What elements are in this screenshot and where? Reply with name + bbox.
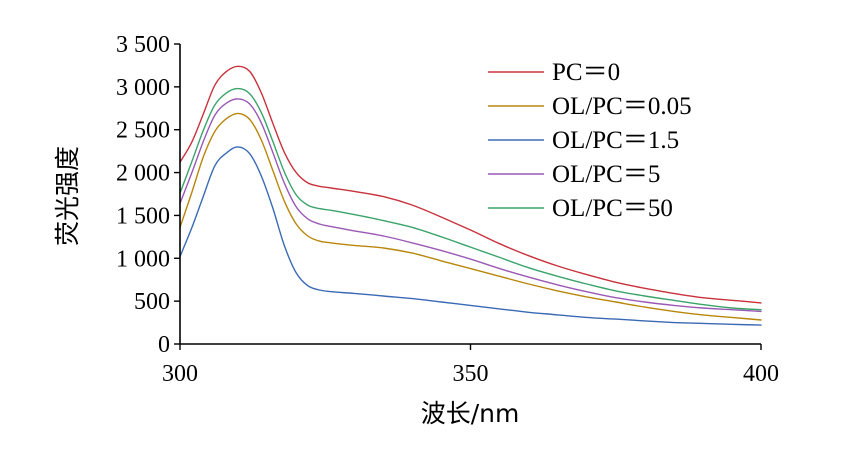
- x-tick-label: 300: [162, 361, 198, 387]
- series-line-4: [179, 87, 762, 311]
- y-tick-label: 500: [134, 289, 170, 315]
- ticks: 0 500 1 000 1 500 2 000 2 500 3 000 3 500 300 350…: [116, 32, 779, 387]
- legend-label-0: PC＝0: [552, 59, 620, 86]
- legend-label-1: OL/PC＝0.05: [552, 93, 692, 120]
- legend-label-3: OL/PC＝5: [552, 161, 660, 188]
- x-axis-title: 波长/nm: [421, 399, 520, 428]
- y-tick-label: 2 500: [116, 118, 170, 144]
- series-line-0: [179, 65, 762, 304]
- legend-label-4: OL/PC＝50: [552, 195, 673, 222]
- plot-area: [179, 65, 762, 326]
- x-tick-label: 350: [453, 361, 489, 387]
- legend-label-2: OL/PC＝1.5: [552, 127, 679, 154]
- y-axis-title: 荧光强度: [53, 146, 82, 246]
- series-line-1: [179, 112, 762, 321]
- series-line-2: [179, 146, 762, 326]
- y-tick-label: 1 500: [116, 203, 170, 229]
- y-tick-label: 0: [158, 332, 170, 358]
- y-tick-label: 2 000: [116, 161, 170, 187]
- y-tick-label: 3 000: [116, 75, 170, 101]
- y-tick-label: 1 000: [116, 246, 170, 272]
- x-tick-label: 400: [743, 361, 779, 387]
- axes: [179, 44, 761, 345]
- series-line-3: [179, 98, 762, 313]
- legend: PC＝0 OL/PC＝0.05 OL/PC＝1.5 OL/PC＝5 OL/PC＝50: [488, 59, 692, 222]
- y-tick-label: 3 500: [116, 32, 170, 58]
